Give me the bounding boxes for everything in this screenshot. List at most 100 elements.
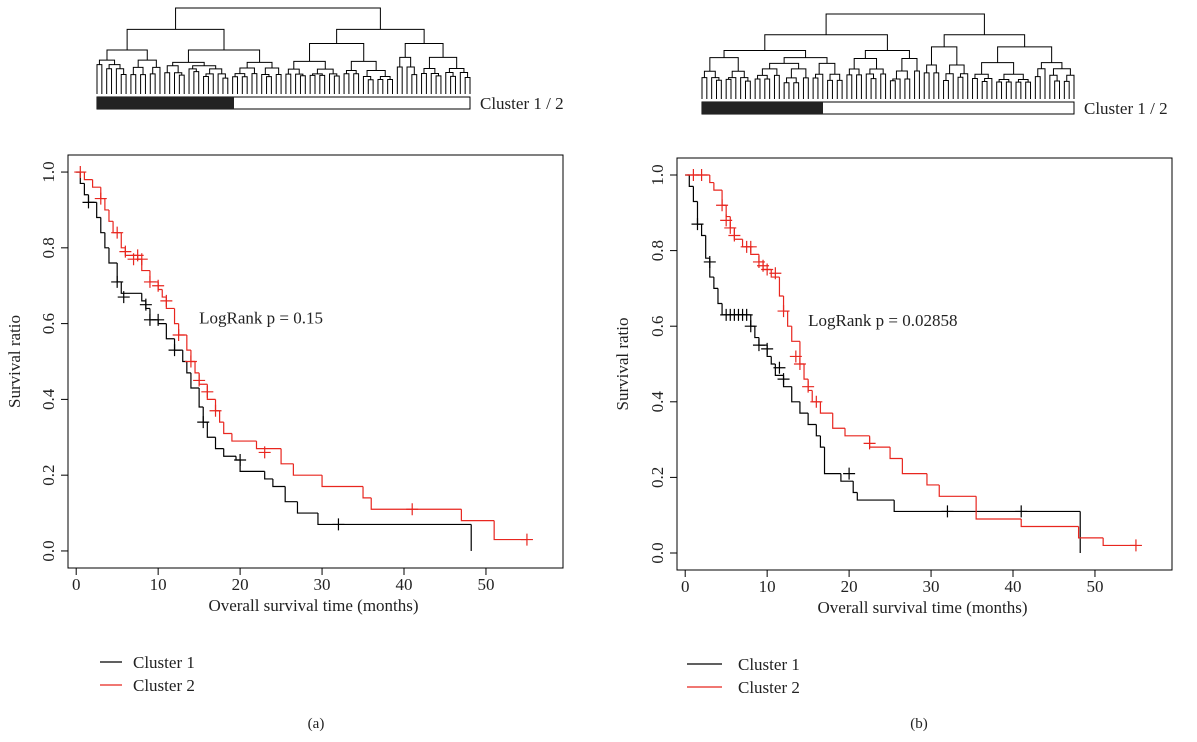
x-axis-label: Overall survival time (months) bbox=[817, 598, 1027, 617]
survival-step bbox=[750, 246, 759, 255]
dendrogram-branch bbox=[164, 72, 171, 84]
dendrogram-branch bbox=[187, 49, 261, 63]
plot-box bbox=[676, 157, 1173, 571]
dendrogram-branch bbox=[914, 70, 920, 89]
dendrogram-branch bbox=[366, 70, 386, 77]
survival-step bbox=[729, 216, 735, 229]
dendrogram-branch bbox=[377, 79, 384, 84]
censor-mark bbox=[761, 263, 774, 276]
survival-step bbox=[239, 460, 265, 472]
survival-step bbox=[840, 473, 854, 482]
y-tick-label: 0.0 bbox=[39, 540, 58, 561]
censor-mark bbox=[139, 298, 152, 311]
dendrogram-branch bbox=[802, 77, 809, 89]
survival-step bbox=[815, 424, 821, 437]
dendrogram-branch bbox=[829, 73, 841, 81]
x-tick-label: 20 bbox=[841, 577, 858, 596]
survival-step bbox=[713, 182, 723, 191]
cluster-bar-1 bbox=[97, 97, 234, 109]
dendrogram-branch bbox=[709, 57, 739, 72]
dendrogram-branch bbox=[997, 46, 1053, 63]
survival-step bbox=[190, 350, 196, 363]
dendrogram-branch bbox=[411, 74, 418, 84]
survival-step bbox=[807, 413, 817, 426]
survival-step bbox=[198, 388, 204, 408]
y-tick-label: 0.2 bbox=[648, 467, 667, 488]
survival-step bbox=[272, 478, 286, 488]
censor-mark bbox=[802, 380, 815, 393]
dendrogram-branch bbox=[815, 73, 824, 89]
dendrogram-branch bbox=[1005, 81, 1012, 89]
dendrogram-branch bbox=[856, 74, 862, 89]
censor-mark bbox=[810, 395, 823, 408]
censor-mark bbox=[82, 196, 95, 209]
survival-step bbox=[803, 364, 809, 380]
survival-step bbox=[280, 448, 294, 465]
cluster-bar-label: Cluster 1 / 2 bbox=[1084, 99, 1168, 118]
survival-step bbox=[770, 269, 780, 278]
dendrogram-branch bbox=[892, 78, 901, 89]
survival-step bbox=[926, 473, 940, 486]
panel: Cluster 1 / 2 0 10 20 30 40 50 0.0 0.2 0.4 0.6 0.8 1… bbox=[5, 7, 564, 732]
dendrogram-branch bbox=[996, 81, 1003, 89]
dendrogram-branch bbox=[769, 62, 800, 69]
survival-step bbox=[186, 361, 191, 374]
y-tick-label: 0.6 bbox=[648, 316, 667, 337]
dendrogram-branch bbox=[459, 72, 469, 84]
dendrogram-branch bbox=[264, 67, 280, 75]
annotation: LogRank p = 0.15 bbox=[199, 309, 323, 328]
y-tick-label: 0.6 bbox=[39, 313, 58, 334]
censor-mark bbox=[74, 166, 87, 179]
survival-step bbox=[493, 520, 527, 541]
survival-step bbox=[165, 323, 175, 340]
dendrogram-branch bbox=[251, 73, 258, 84]
dendrogram-branch bbox=[106, 68, 113, 84]
censor-mark bbox=[744, 320, 757, 333]
y-tick-label: 0.4 bbox=[39, 388, 58, 410]
dendrogram-branch bbox=[701, 77, 708, 89]
dendrogram-branch bbox=[126, 28, 225, 50]
dendrogram-branch bbox=[853, 58, 878, 70]
censor-mark bbox=[695, 169, 708, 182]
censor-mark bbox=[716, 199, 729, 212]
survival-step bbox=[317, 513, 472, 526]
dendrogram-branch bbox=[309, 42, 365, 62]
survival-step bbox=[284, 486, 298, 503]
dendrogram-branch bbox=[350, 60, 377, 71]
dendrogram-branch bbox=[319, 74, 326, 84]
survival-step bbox=[713, 277, 718, 290]
survival-step bbox=[296, 501, 318, 514]
survival-step bbox=[733, 227, 743, 240]
y-tick-label: 0.8 bbox=[39, 237, 58, 258]
survival-step bbox=[696, 201, 702, 225]
dendrogram-branch bbox=[96, 64, 103, 84]
survival-step bbox=[182, 350, 187, 363]
dendrogram-branch bbox=[864, 49, 910, 59]
dendrogram-branch bbox=[246, 61, 273, 68]
x-tick-label: 0 bbox=[72, 575, 81, 594]
censor-mark bbox=[703, 255, 716, 268]
survival-step bbox=[700, 224, 706, 237]
survival-step bbox=[750, 314, 755, 327]
dendrogram-branch bbox=[450, 75, 456, 84]
dendrogram-branch bbox=[757, 74, 768, 80]
dendrogram-branch bbox=[869, 68, 884, 75]
y-axis-label: Survival ratio bbox=[613, 317, 632, 410]
plot-box bbox=[67, 154, 564, 569]
survival-step bbox=[709, 175, 714, 184]
dendrogram-branch bbox=[818, 62, 836, 75]
dendrogram-branch bbox=[945, 73, 954, 89]
dendrogram-branch bbox=[137, 59, 157, 68]
survival-step bbox=[91, 179, 101, 188]
survival-step bbox=[190, 372, 200, 389]
dendrogram-branch bbox=[703, 70, 716, 78]
x-tick-label: 10 bbox=[759, 577, 776, 596]
dendrogram-branch bbox=[715, 79, 722, 89]
survival-step bbox=[754, 326, 759, 339]
censor-mark bbox=[773, 361, 786, 374]
dendrogram-branch bbox=[435, 75, 442, 84]
dendrogram-branch bbox=[1034, 76, 1041, 89]
censor-mark bbox=[740, 308, 753, 321]
dendrogram-branch bbox=[933, 72, 940, 89]
